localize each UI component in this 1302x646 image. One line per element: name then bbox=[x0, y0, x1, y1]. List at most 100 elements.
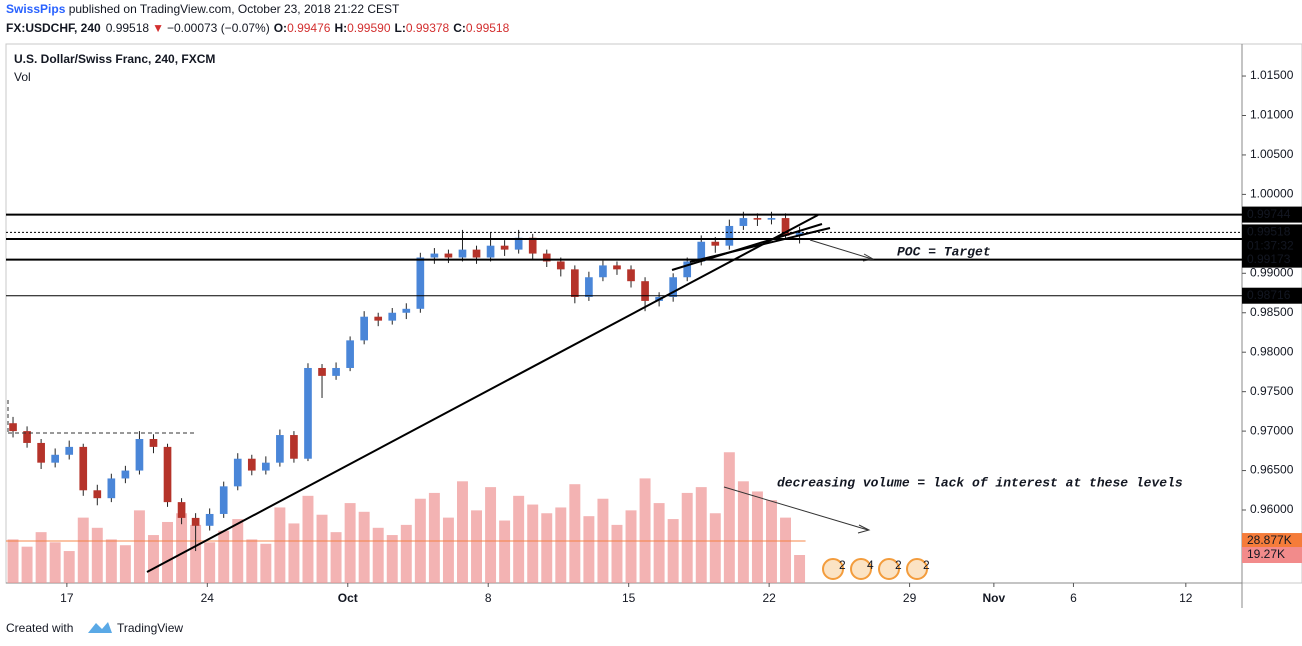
event-icon bbox=[822, 558, 844, 580]
level-layer bbox=[6, 213, 1242, 297]
y-tick-label: 0.99000 bbox=[1250, 265, 1294, 279]
countdown: 01:37:32 bbox=[1247, 239, 1294, 253]
volume-label: Vol bbox=[14, 70, 31, 84]
chart-title: U.S. Dollar/Swiss Franc, 240, FXCM bbox=[14, 52, 215, 66]
event-count: 2 bbox=[895, 558, 902, 572]
event-count: 4 bbox=[867, 558, 874, 572]
header-line: SwissPips published on TradingView.com, … bbox=[6, 2, 400, 16]
volume-bar bbox=[386, 535, 398, 583]
volume-bar bbox=[21, 546, 33, 583]
candle-body bbox=[37, 442, 45, 463]
volume-bar bbox=[583, 516, 595, 583]
candle-body bbox=[402, 308, 411, 313]
candle-body bbox=[500, 245, 509, 250]
symbol: FX:USDCHF, 240 bbox=[6, 21, 101, 35]
published: published on TradingView.com, October 23… bbox=[65, 2, 400, 16]
candle-body bbox=[262, 462, 270, 471]
volume-bar bbox=[499, 520, 511, 583]
volume-bar bbox=[723, 452, 735, 583]
y-tick-label: 1.00000 bbox=[1250, 187, 1294, 201]
candle-body bbox=[627, 269, 635, 282]
candle-body bbox=[205, 513, 214, 526]
y-tick-label: 0.97000 bbox=[1250, 423, 1294, 437]
volume-bar bbox=[695, 487, 707, 583]
ohlc-value: 0.99590 bbox=[347, 21, 391, 35]
volume-bar bbox=[162, 521, 174, 583]
ohlc-key: C: bbox=[453, 21, 466, 35]
candle-body bbox=[23, 431, 31, 443]
volume-bar bbox=[133, 510, 145, 583]
candle-body bbox=[430, 253, 439, 258]
x-tick-label: 6 bbox=[1070, 591, 1077, 605]
event-icon bbox=[906, 558, 928, 580]
volume-bar bbox=[667, 519, 679, 583]
volume-bar bbox=[485, 487, 497, 583]
volume-bar bbox=[625, 510, 637, 583]
footer-brand: TradingView bbox=[117, 621, 183, 635]
x-tick-label: 29 bbox=[903, 591, 917, 605]
price-badge bbox=[1242, 287, 1302, 304]
volume-bar bbox=[400, 524, 412, 583]
trend-line bbox=[689, 227, 831, 263]
candle-body bbox=[247, 458, 256, 471]
volume-bar bbox=[653, 503, 665, 583]
volume-bar bbox=[91, 527, 103, 583]
arrow bbox=[809, 239, 873, 260]
y-tick-label: 1.01500 bbox=[1250, 68, 1294, 82]
candle-body bbox=[191, 517, 200, 526]
volume-bar bbox=[358, 511, 370, 583]
events: 2 4 2 2 bbox=[822, 558, 930, 580]
trend-line bbox=[146, 214, 819, 573]
candle-body bbox=[683, 261, 692, 278]
arrow: ▼ bbox=[152, 21, 164, 35]
candle-body bbox=[486, 245, 495, 258]
volume-bar bbox=[330, 532, 342, 583]
candle-body bbox=[542, 253, 551, 262]
candle-body bbox=[725, 225, 734, 246]
author: SwissPips bbox=[6, 2, 66, 16]
x-tick-label: 15 bbox=[622, 591, 636, 605]
volume-bar bbox=[751, 491, 763, 583]
candle-body bbox=[276, 435, 284, 463]
candle-body bbox=[149, 438, 158, 447]
volume-bar bbox=[513, 495, 525, 583]
volume-bar bbox=[260, 543, 272, 583]
volume-bar bbox=[541, 513, 553, 583]
x-tick-label: 17 bbox=[60, 591, 74, 605]
axis-badge-label: 28.877K bbox=[1247, 533, 1292, 547]
logo bbox=[88, 622, 112, 633]
candle-body bbox=[444, 253, 453, 258]
event-count: 2 bbox=[923, 558, 930, 572]
arrow bbox=[723, 486, 869, 531]
volume-bar bbox=[737, 481, 749, 583]
candle-body bbox=[472, 249, 481, 258]
volume-bar bbox=[35, 532, 47, 583]
price-badge-label: 0.99744 bbox=[1247, 207, 1291, 221]
volume-bar bbox=[794, 555, 806, 583]
volume-bar bbox=[428, 492, 440, 583]
volume-bar bbox=[569, 484, 581, 583]
volume-bar bbox=[232, 519, 244, 583]
ohlc-value: 0.99518 bbox=[466, 21, 510, 35]
candle-body bbox=[233, 458, 242, 487]
candle-body bbox=[318, 367, 326, 376]
candle-body bbox=[458, 249, 467, 258]
volume-layer bbox=[6, 452, 806, 583]
x-tick-label: 12 bbox=[1179, 591, 1193, 605]
candle-body bbox=[79, 446, 88, 491]
candle-body bbox=[528, 237, 537, 254]
change: −0.00073 (−0.07%) bbox=[167, 21, 270, 35]
candle-body bbox=[585, 277, 593, 297]
volume-bar bbox=[105, 539, 117, 583]
volume-bar bbox=[288, 523, 300, 583]
volume-bar bbox=[274, 507, 286, 583]
candle-body bbox=[767, 218, 776, 220]
volume-bar bbox=[471, 510, 483, 583]
candle-body bbox=[795, 232, 804, 236]
y-tick-label: 0.96000 bbox=[1250, 502, 1294, 516]
candle-body bbox=[135, 438, 144, 471]
axis-badge bbox=[1242, 547, 1302, 564]
price-badge-label: 0.99518 bbox=[1247, 225, 1291, 239]
ohlc-value: 0.99378 bbox=[406, 21, 450, 35]
